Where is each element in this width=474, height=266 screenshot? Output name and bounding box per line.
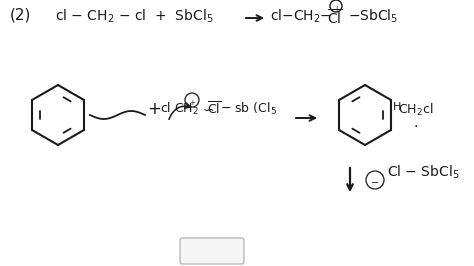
Text: $\cdot$: $\cdot$	[413, 118, 418, 132]
Text: +: +	[333, 5, 339, 14]
Text: $-$SbCl$_5$: $-$SbCl$_5$	[348, 8, 398, 25]
Text: CH$_2$cl: CH$_2$cl	[398, 102, 433, 118]
Text: (2): (2)	[10, 8, 31, 23]
Text: −: −	[371, 178, 379, 188]
Text: CH$_2$: CH$_2$	[174, 101, 199, 117]
Text: $-$ sb (Cl$_5$: $-$ sb (Cl$_5$	[220, 101, 277, 117]
Text: $\overline{\rm Cl}$: $\overline{\rm Cl}$	[327, 8, 343, 27]
Text: +: +	[147, 100, 161, 118]
Text: Pen: Pen	[202, 246, 222, 256]
Text: cl: cl	[160, 102, 171, 115]
Text: $\backsim$: $\backsim$	[200, 102, 215, 116]
Text: H: H	[393, 102, 401, 112]
Text: +: +	[189, 100, 195, 106]
FancyBboxPatch shape	[180, 238, 244, 264]
Text: cl$-$CH$_2$$-$: cl$-$CH$_2$$-$	[270, 8, 332, 25]
Text: cl $-$ CH$_2$ $-$ cl  +  SbCl$_5$: cl $-$ CH$_2$ $-$ cl + SbCl$_5$	[55, 8, 214, 25]
Text: Cl $-$ SbCl$_5$: Cl $-$ SbCl$_5$	[387, 163, 460, 181]
Text: $\overline{\rm Cl}$: $\overline{\rm Cl}$	[207, 101, 221, 117]
